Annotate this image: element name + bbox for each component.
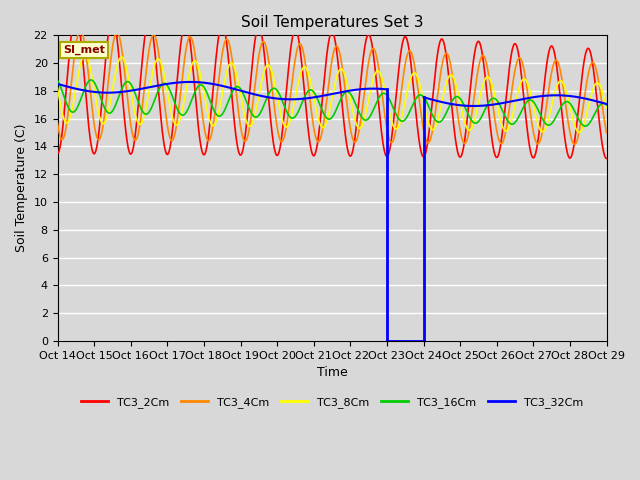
Line: TC3_8Cm: TC3_8Cm — [58, 55, 607, 132]
TC3_32Cm — [314, 94, 322, 99]
TC3_8Cm — [452, 84, 460, 89]
TC3_8Cm — [289, 108, 296, 113]
TC3_2Cm — [284, 68, 292, 74]
TC3_8Cm — [575, 130, 583, 135]
TC3_8Cm — [603, 105, 611, 111]
TC3_2Cm — [559, 115, 566, 121]
Text: SI_met: SI_met — [63, 45, 105, 55]
TC3_16Cm — [54, 78, 61, 84]
TC3_2Cm — [72, 13, 79, 19]
TC3_16Cm — [87, 77, 95, 83]
TC3_2Cm — [54, 151, 61, 156]
TC3_8Cm — [284, 122, 292, 128]
TC3_16Cm — [559, 102, 566, 108]
Title: Soil Temperatures Set 3: Soil Temperatures Set 3 — [241, 15, 423, 30]
TC3_2Cm — [289, 34, 296, 39]
Line: TC3_4Cm: TC3_4Cm — [58, 30, 607, 144]
TC3_4Cm — [289, 74, 296, 80]
TC3_16Cm — [315, 98, 323, 104]
TC3_32Cm — [54, 81, 61, 87]
Line: TC3_16Cm: TC3_16Cm — [58, 80, 607, 126]
TC3_2Cm — [452, 143, 460, 149]
TC3_4Cm — [603, 130, 611, 135]
TC3_16Cm — [581, 123, 589, 129]
Line: TC3_2Cm: TC3_2Cm — [58, 16, 607, 158]
TC3_16Cm — [284, 112, 292, 118]
TC3_2Cm — [586, 48, 593, 53]
TC3_32Cm — [289, 96, 296, 102]
Legend: TC3_2Cm, TC3_4Cm, TC3_8Cm, TC3_16Cm, TC3_32Cm: TC3_2Cm, TC3_4Cm, TC3_8Cm, TC3_16Cm, TC3… — [76, 393, 588, 412]
TC3_16Cm — [289, 115, 296, 121]
TC3_16Cm — [603, 102, 611, 108]
TC3_16Cm — [586, 120, 594, 125]
TC3_32Cm — [284, 96, 292, 102]
TC3_4Cm — [586, 64, 594, 70]
TC3_8Cm — [54, 85, 61, 91]
TC3_4Cm — [559, 80, 566, 85]
TC3_4Cm — [452, 103, 460, 108]
TC3_2Cm — [315, 133, 323, 139]
TC3_4Cm — [54, 120, 61, 126]
TC3_4Cm — [284, 110, 292, 116]
Y-axis label: Soil Temperature (C): Soil Temperature (C) — [15, 124, 28, 252]
TC3_8Cm — [586, 97, 594, 103]
X-axis label: Time: Time — [317, 366, 348, 379]
TC3_2Cm — [603, 156, 611, 161]
Line: TC3_32Cm: TC3_32Cm — [58, 82, 387, 99]
TC3_4Cm — [315, 139, 323, 145]
TC3_16Cm — [452, 94, 460, 99]
TC3_4Cm — [76, 27, 84, 33]
TC3_8Cm — [315, 117, 323, 122]
TC3_8Cm — [559, 79, 566, 85]
TC3_8Cm — [81, 52, 89, 58]
TC3_4Cm — [571, 142, 579, 147]
